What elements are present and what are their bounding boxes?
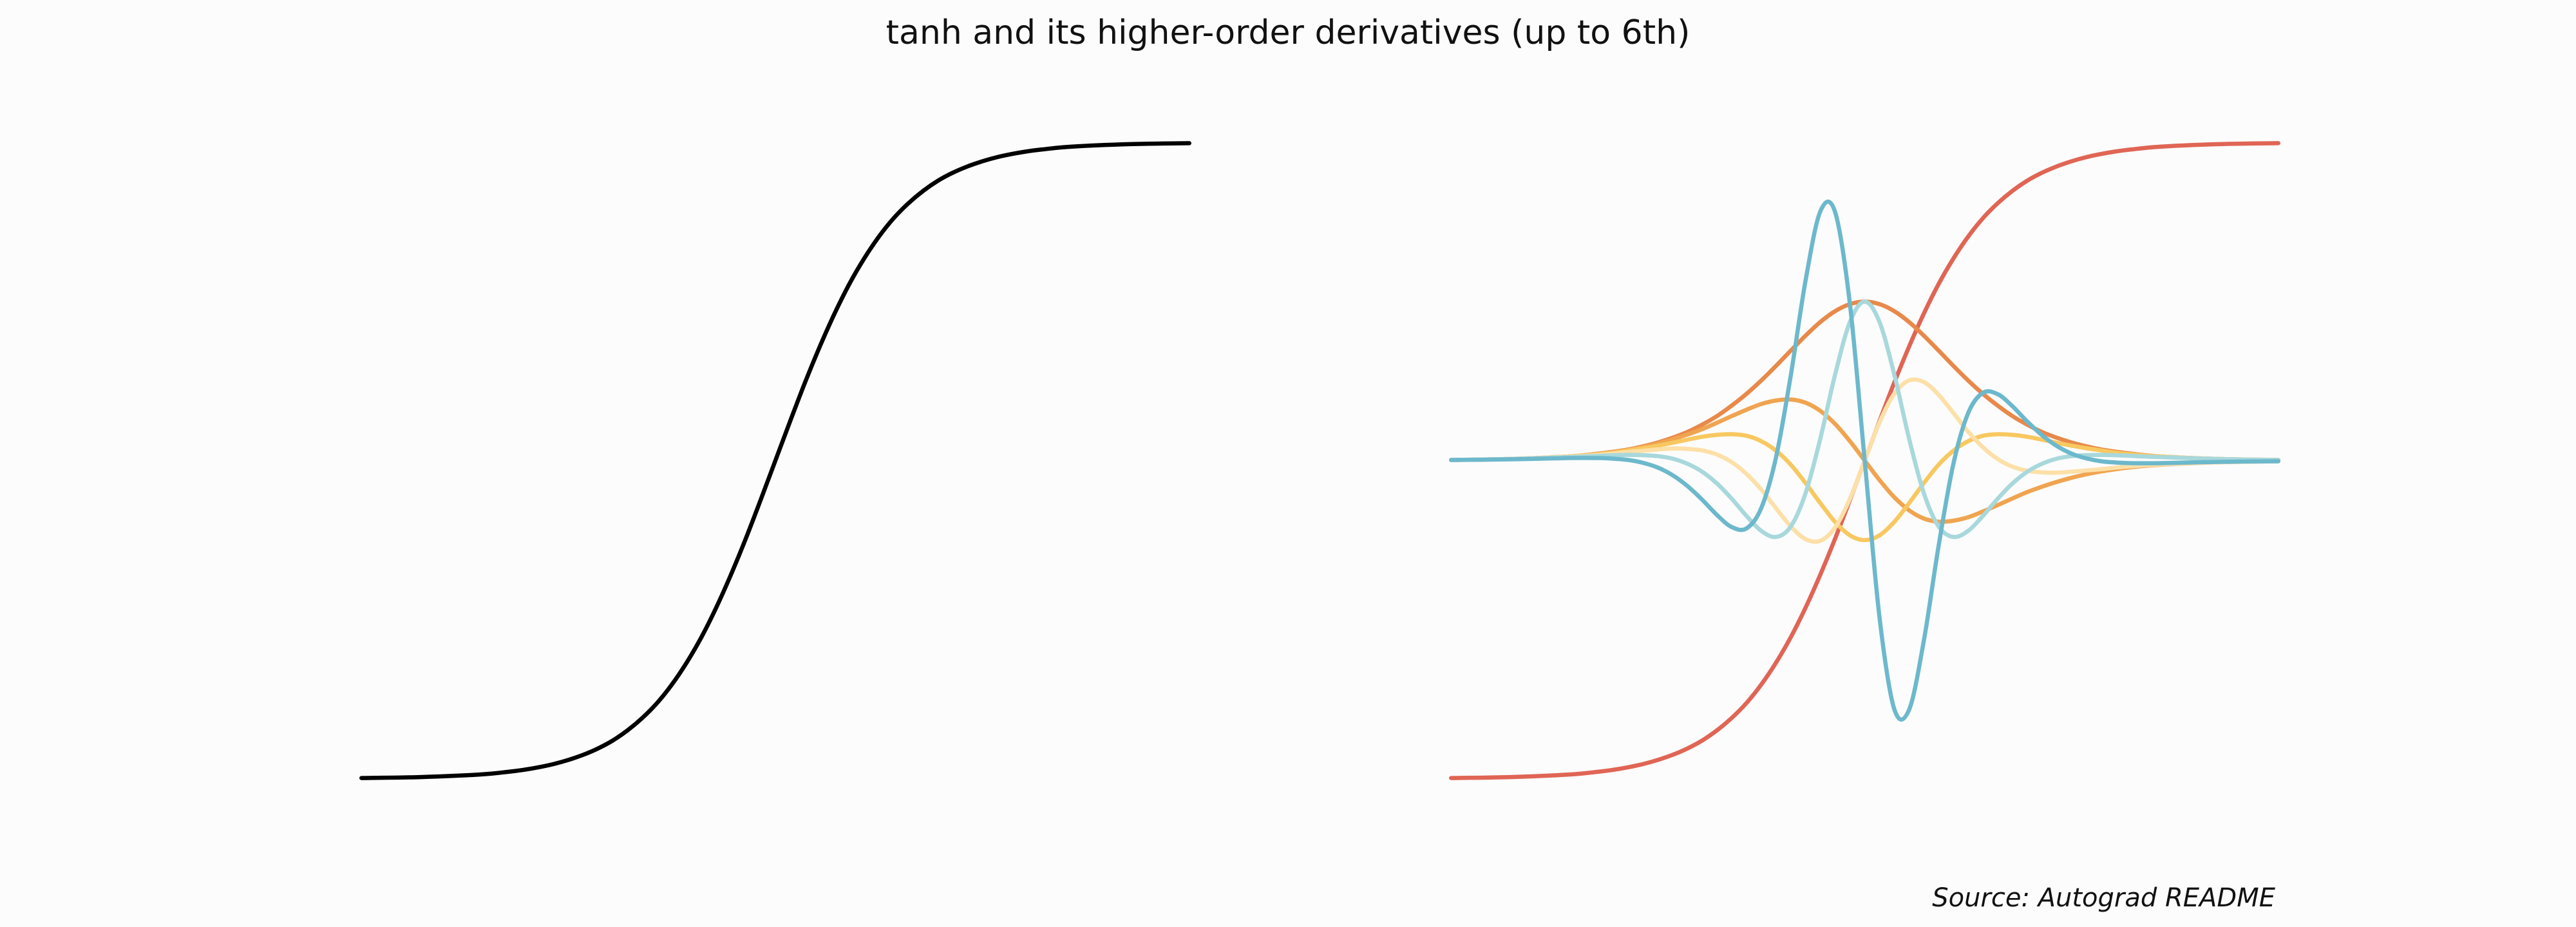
series-line <box>1448 299 2281 462</box>
figure-title: tanh and its higher-order derivatives (u… <box>886 14 1690 52</box>
panel <box>1448 141 2281 780</box>
series-line <box>1448 299 2281 539</box>
series-line <box>359 141 1191 780</box>
panel <box>359 141 1191 780</box>
source-note: Source: Autograd README <box>1932 883 2276 913</box>
series-line <box>1448 432 2281 543</box>
series-line <box>1448 199 2281 722</box>
